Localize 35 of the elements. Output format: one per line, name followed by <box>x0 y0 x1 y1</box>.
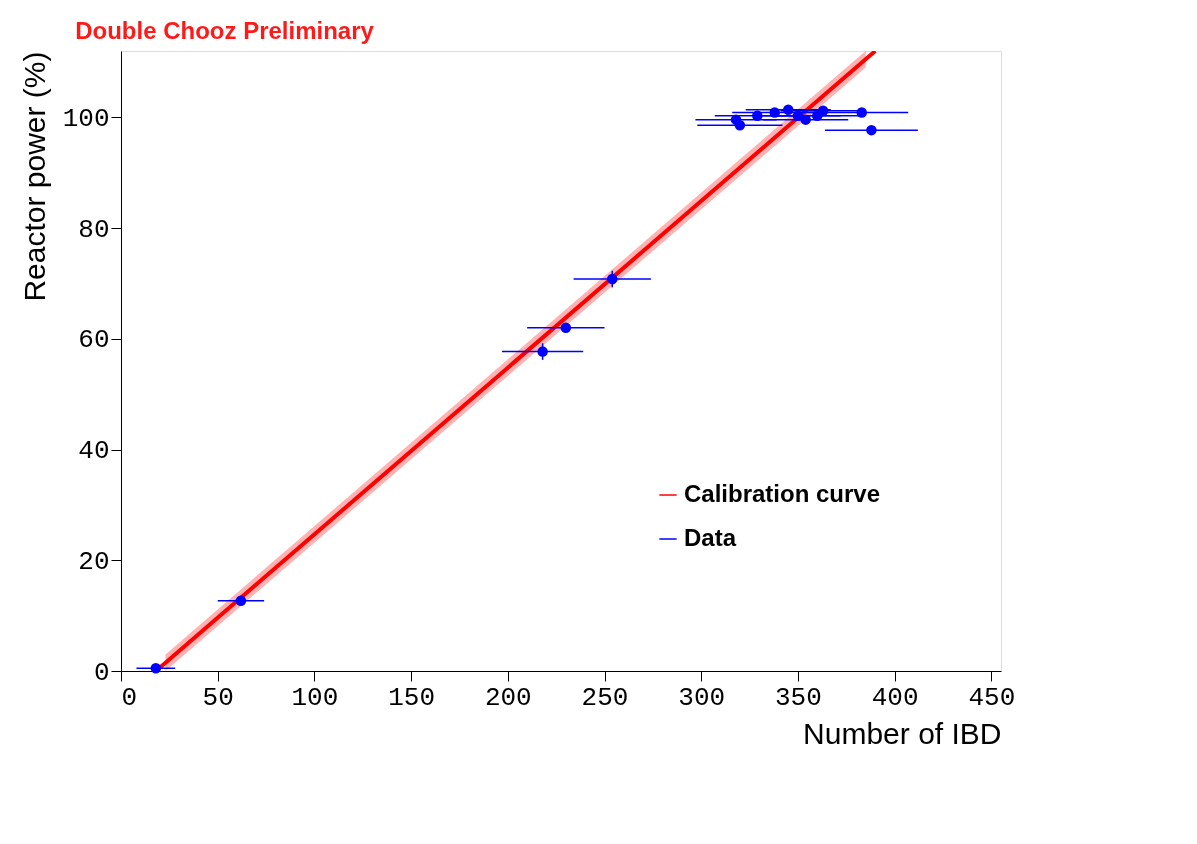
x-tick-label: 150 <box>388 682 436 713</box>
y-tick-label: 100 <box>62 103 110 134</box>
x-tick-label: 50 <box>202 682 234 713</box>
point <box>752 110 763 121</box>
point <box>607 273 618 285</box>
x-tick-label: 400 <box>871 682 919 713</box>
x-axis-title: Number of IBD <box>803 716 1002 750</box>
point <box>866 124 877 136</box>
x-tick-label: 0 <box>121 682 138 713</box>
y-tick-label: 80 <box>78 214 110 245</box>
point <box>856 107 867 118</box>
y-tick-label: 0 <box>93 657 110 688</box>
x-tick-label: 300 <box>678 682 726 713</box>
point <box>792 110 804 121</box>
point <box>783 104 794 115</box>
y-tick-label: 40 <box>78 436 110 467</box>
point <box>730 114 742 125</box>
y-tick-label: 60 <box>78 325 110 356</box>
point <box>800 114 811 125</box>
x-tick-label: 350 <box>775 682 822 713</box>
x-tick-label: 100 <box>291 682 339 713</box>
x-tick-label: 450 <box>968 682 1016 713</box>
point <box>537 346 548 357</box>
x-tick-label: 250 <box>581 682 629 713</box>
x-tick-label: 200 <box>484 682 532 713</box>
point <box>560 322 572 334</box>
point <box>235 595 247 606</box>
point <box>812 110 823 121</box>
legend-label: Data <box>684 524 737 551</box>
point <box>769 107 780 118</box>
legend-label: Calibration curve <box>684 480 881 507</box>
y-tick-label: 20 <box>78 546 110 577</box>
chart-title: Double Chooz Preliminary <box>75 17 375 45</box>
point <box>150 663 162 674</box>
y-axis-title: Reactor power (%) <box>17 51 51 302</box>
